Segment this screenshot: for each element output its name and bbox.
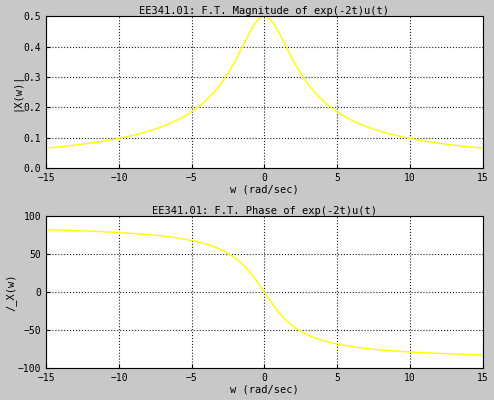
Title: EE341.01: F.T. Magnitude of exp(-2t)u(t): EE341.01: F.T. Magnitude of exp(-2t)u(t) xyxy=(139,6,389,16)
X-axis label: w (rad/sec): w (rad/sec) xyxy=(230,184,299,194)
Title: EE341.01: F.T. Phase of exp(-2t)u(t): EE341.01: F.T. Phase of exp(-2t)u(t) xyxy=(152,206,377,216)
Y-axis label: |X(w)|: |X(w)| xyxy=(12,74,22,111)
X-axis label: w (rad/sec): w (rad/sec) xyxy=(230,384,299,394)
Y-axis label: /_X(w): /_X(w) xyxy=(5,274,16,311)
